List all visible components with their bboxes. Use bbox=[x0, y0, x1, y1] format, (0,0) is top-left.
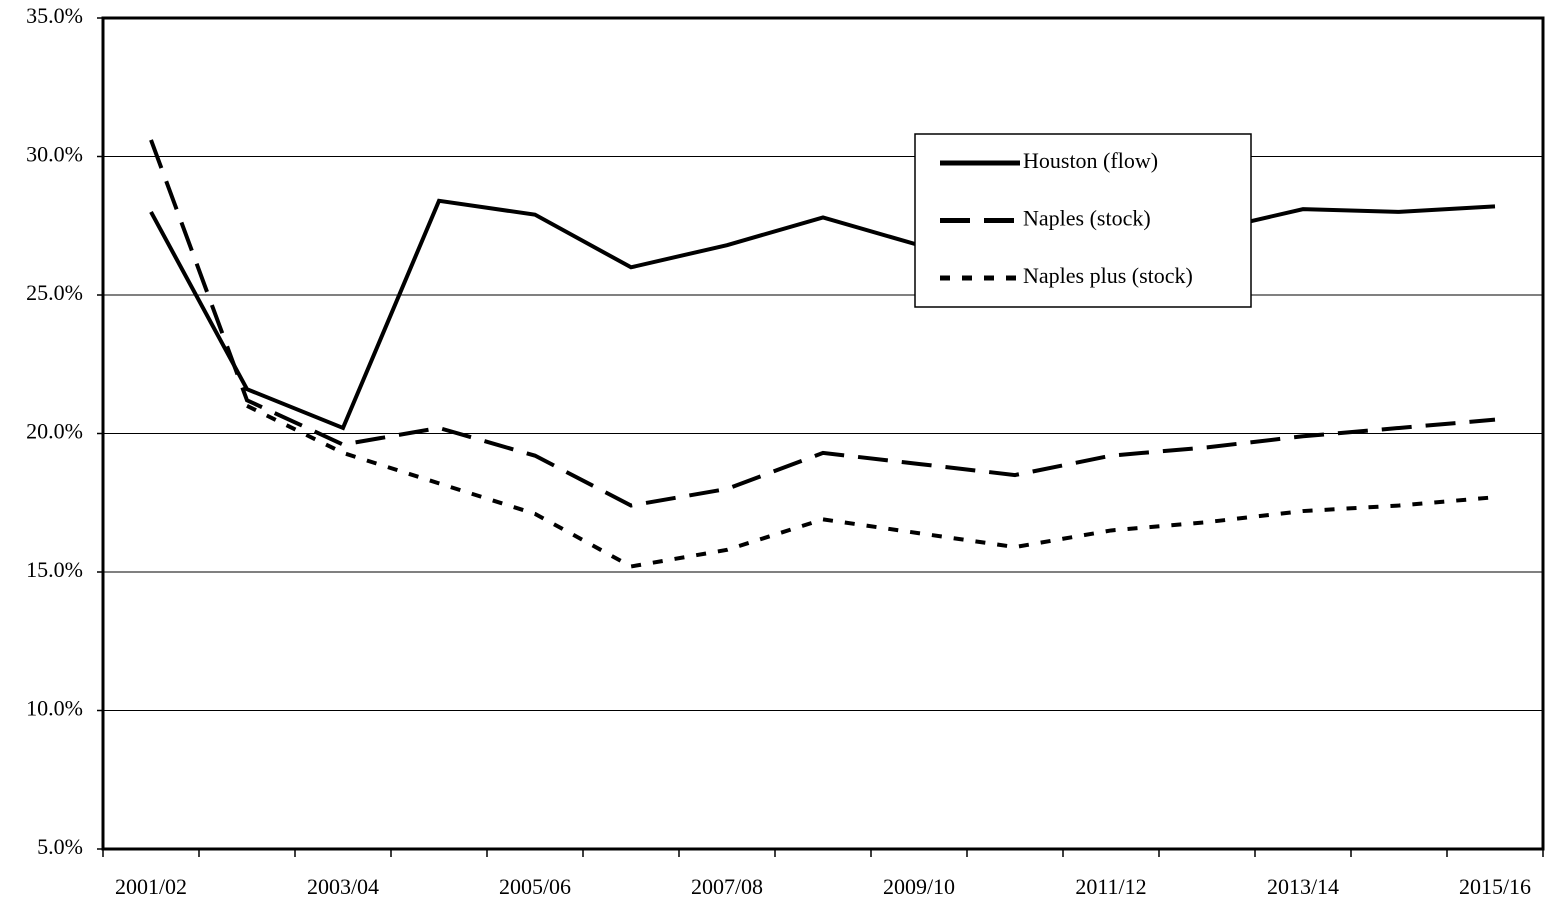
x-tick-label: 2007/08 bbox=[691, 874, 763, 899]
y-tick-label: 10.0% bbox=[26, 696, 83, 721]
y-tick-label: 20.0% bbox=[26, 419, 83, 444]
x-tick-label: 2009/10 bbox=[883, 874, 955, 899]
y-tick-label: 15.0% bbox=[26, 557, 83, 582]
x-tick-label: 2011/12 bbox=[1075, 874, 1146, 899]
x-tick-label: 2005/06 bbox=[499, 874, 571, 899]
x-tick-label: 2001/02 bbox=[115, 874, 187, 899]
plot-frame bbox=[101, 16, 1545, 851]
y-tick-label: 5.0% bbox=[37, 834, 83, 859]
legend-label: Houston (flow) bbox=[1023, 148, 1158, 173]
series-line bbox=[246, 404, 1496, 569]
x-tick-label: 2015/16 bbox=[1459, 874, 1531, 899]
legend bbox=[914, 133, 1252, 308]
y-tick-label: 25.0% bbox=[26, 280, 83, 305]
y-tick-label: 35.0% bbox=[26, 3, 83, 28]
y-tick-label: 30.0% bbox=[26, 142, 83, 167]
series-line bbox=[149, 139, 1496, 508]
legend-label: Naples (stock) bbox=[1023, 206, 1151, 231]
legend-label: Naples plus (stock) bbox=[1023, 263, 1193, 288]
x-tick-label: 2013/14 bbox=[1267, 874, 1339, 899]
series-line bbox=[149, 198, 1496, 431]
x-tick-label: 2003/04 bbox=[307, 874, 379, 899]
